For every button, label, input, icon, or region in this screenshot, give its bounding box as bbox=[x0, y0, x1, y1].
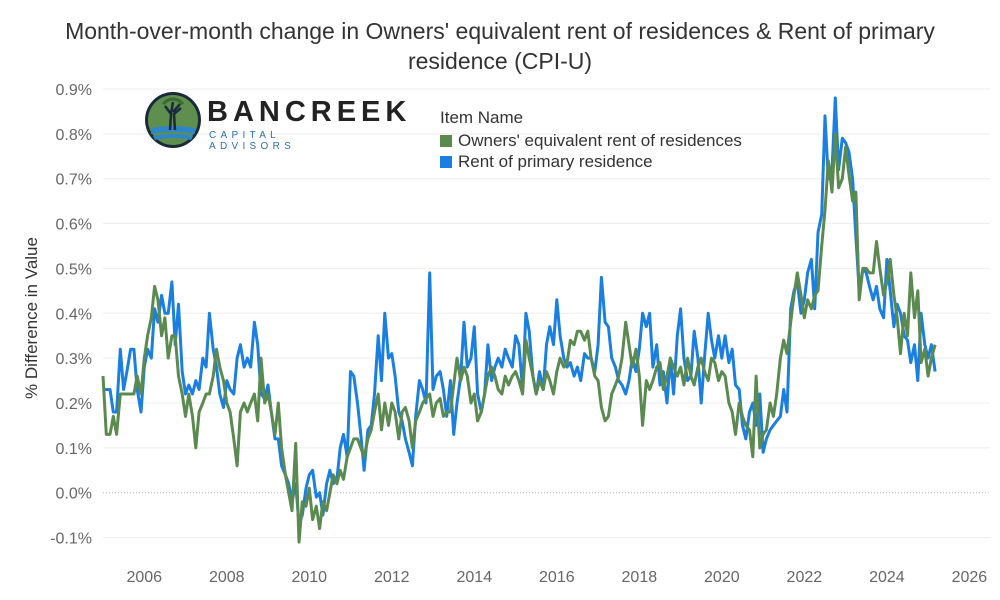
bancreek-logo: BANCREEK CAPITAL ADVISORS bbox=[143, 90, 406, 152]
legend-label-oer: Owners' equivalent rent of residences bbox=[458, 130, 742, 150]
x-tick-label: 2008 bbox=[209, 569, 245, 586]
x-tick-label: 2016 bbox=[539, 569, 575, 586]
x-tick-label: 2022 bbox=[787, 569, 823, 586]
y-tick-label: 0.0% bbox=[56, 486, 92, 503]
chart-title-line2: residence (CPI-U) bbox=[407, 48, 593, 74]
y-tick-label: 0.3% bbox=[56, 351, 92, 368]
x-tick-label: 2014 bbox=[457, 569, 493, 586]
series-lines bbox=[101, 96, 937, 544]
series-line-oer bbox=[101, 132, 937, 544]
chart-title: Month-over-month change in Owners' equiv… bbox=[0, 16, 1000, 76]
y-tick-label: 0.4% bbox=[56, 306, 92, 323]
y-tick-label: 0.6% bbox=[56, 217, 92, 234]
legend-item-oer[interactable]: Owners' equivalent rent of residences bbox=[440, 130, 742, 151]
logo-name: BANCREEK bbox=[207, 96, 412, 128]
legend-item-rent[interactable]: Rent of primary residence bbox=[440, 151, 742, 172]
legend-swatch-oer bbox=[440, 134, 452, 147]
y-tick-label: -0.1% bbox=[50, 531, 92, 548]
tree-logo-icon bbox=[145, 92, 201, 148]
x-tick-label: 2026 bbox=[952, 569, 988, 586]
y-axis-ticks: -0.1% 0.0% 0.1% 0.2% 0.3% 0.4% 0.5% 0.6% 0.7% 0.8… bbox=[50, 82, 92, 548]
x-tick-label: 2018 bbox=[622, 569, 658, 586]
y-tick-label: 0.9% bbox=[56, 82, 92, 99]
legend-label-rent: Rent of primary residence bbox=[458, 151, 653, 171]
x-tick-label: 2010 bbox=[291, 569, 327, 586]
y-tick-label: 0.5% bbox=[56, 261, 92, 278]
logo-tagline: CAPITAL ADVISORS bbox=[209, 130, 296, 152]
x-tick-label: 2020 bbox=[704, 569, 740, 586]
legend-title: Item Name bbox=[440, 108, 524, 127]
y-tick-label: 0.1% bbox=[56, 441, 92, 458]
y-tick-label: 0.2% bbox=[56, 396, 92, 413]
x-tick-label: 2024 bbox=[869, 569, 905, 586]
x-tick-label: 2006 bbox=[126, 569, 162, 586]
chart-title-line1: Month-over-month change in Owners' equiv… bbox=[65, 18, 935, 44]
legend-swatch-rent bbox=[440, 155, 452, 168]
x-tick-label: 2012 bbox=[374, 569, 410, 586]
y-axis-label: % Difference in Value bbox=[22, 237, 41, 399]
legend: Item Name Owners' equivalent rent of res… bbox=[440, 108, 742, 172]
y-tick-label: 0.8% bbox=[56, 127, 92, 144]
y-tick-label: 0.7% bbox=[56, 172, 92, 189]
x-axis-ticks: 2006 2008 2010 2012 2014 2016 2018 2020 2022 2024… bbox=[126, 569, 987, 586]
